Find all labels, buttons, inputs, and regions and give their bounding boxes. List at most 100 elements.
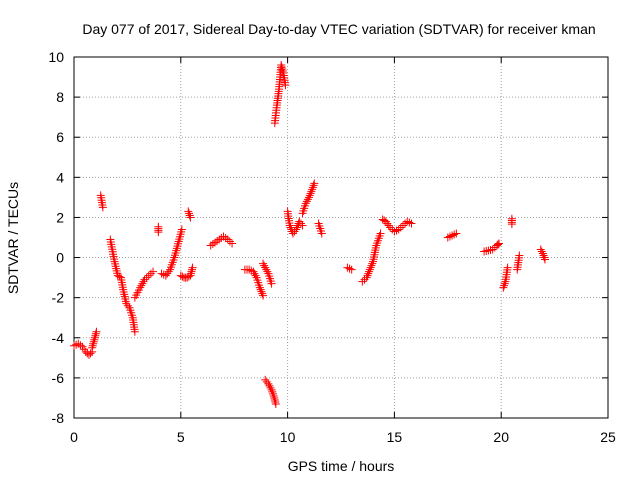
data-point-marker (486, 246, 495, 255)
data-point-marker (309, 181, 318, 190)
x-tick-label: 10 (280, 429, 296, 445)
data-point-marker (365, 267, 374, 276)
data-point-marker (86, 349, 95, 358)
data-point-marker (381, 217, 390, 226)
data-point-marker (187, 267, 196, 276)
data-point-marker (394, 225, 403, 234)
data-point-marker (500, 279, 509, 288)
data-point-marker (540, 253, 549, 262)
data-point-marker (72, 340, 81, 349)
y-tick-label: 10 (48, 49, 64, 65)
data-point-marker (154, 222, 163, 231)
data-point-marker (366, 263, 375, 272)
data-point-marker (210, 238, 219, 247)
data-point-marker (443, 233, 452, 242)
data-point-marker (407, 219, 416, 228)
data-point-marker (317, 229, 326, 238)
data-point-marker (396, 223, 405, 232)
data-point-marker (260, 261, 269, 270)
data-point-marker (113, 271, 122, 280)
data-point-marker (184, 209, 193, 218)
data-point-marker (159, 270, 168, 279)
data-point-marker (171, 248, 180, 257)
data-point-marker (259, 259, 268, 268)
data-point-marker (261, 375, 270, 384)
data-point-marker (255, 283, 264, 292)
data-point-marker (365, 265, 374, 274)
data-point-marker (310, 179, 319, 188)
y-tick-label: -6 (52, 370, 65, 386)
data-point-marker (392, 226, 401, 235)
data-point-marker (259, 291, 268, 300)
y-tick-label: -2 (52, 290, 65, 306)
data-point-marker (225, 237, 234, 246)
data-point-marker (186, 269, 195, 278)
data-point-marker (384, 221, 393, 230)
data-point-marker (270, 393, 279, 402)
chart-title: Day 077 of 2017, Sidereal Day-to-day VTE… (82, 21, 595, 37)
data-point-marker (186, 271, 195, 280)
data-point-marker (296, 219, 305, 228)
x-tick-label: 20 (493, 429, 509, 445)
plot-frame (73, 56, 609, 419)
data-point-marker (144, 271, 153, 280)
data-point-marker (89, 339, 98, 348)
data-point-marker (74, 339, 83, 348)
data-point-marker (492, 241, 501, 250)
data-point-marker (172, 246, 181, 255)
data-point-marker (146, 269, 155, 278)
data-point-marker (177, 225, 186, 234)
data-point-marker (308, 183, 317, 192)
data-point-marker (137, 281, 146, 290)
data-point-marker (304, 193, 313, 202)
data-point-marker (536, 245, 545, 254)
x-tick-label: 5 (177, 429, 185, 445)
data-point-marker (445, 232, 454, 241)
data-point-marker (171, 251, 180, 260)
data-point-marker (268, 387, 277, 396)
data-point-marker (188, 265, 197, 274)
data-point-marker (90, 333, 99, 342)
y-tick-label: 4 (56, 169, 64, 185)
data-point-marker (88, 343, 97, 352)
data-point-marker (390, 227, 399, 236)
data-point-marker (285, 221, 294, 230)
data-point-marker (495, 239, 504, 248)
data-point-marker (277, 61, 286, 70)
data-point-marker (261, 263, 270, 272)
data-point-marker (257, 287, 266, 296)
data-point-marker (368, 259, 377, 268)
data-point-marker (302, 197, 311, 206)
data-point-marker (295, 217, 304, 226)
data-point-marker (364, 269, 373, 278)
data-point-marker (130, 327, 139, 336)
data-point-marker (383, 219, 392, 228)
data-point-marker (278, 65, 287, 74)
data-point-marker (70, 341, 78, 350)
data-point-marker (149, 267, 158, 276)
data-point-marker (269, 391, 278, 400)
data-point-marker (142, 273, 151, 282)
y-tick-label: -8 (52, 410, 65, 426)
data-point-marker (363, 271, 372, 280)
data-point-marker (213, 237, 222, 246)
data-point-marker (450, 230, 459, 239)
data-point-marker (271, 399, 280, 408)
data-point-marker (228, 239, 237, 248)
data-point-marker (184, 207, 193, 216)
data-point-marker (91, 331, 100, 340)
data-point-marker (138, 279, 147, 288)
y-tick-label: 2 (56, 209, 64, 225)
data-point-marker (405, 218, 414, 227)
data-point-marker (378, 215, 387, 224)
data-point-marker (499, 283, 508, 292)
data-point-marker (186, 213, 195, 222)
data-point-marker (249, 267, 258, 276)
data-point-marker (223, 235, 232, 244)
data-point-marker (398, 221, 407, 230)
data-point-marker (376, 229, 385, 238)
y-tick-label: 0 (56, 250, 64, 266)
data-point-marker (76, 341, 85, 350)
data-point-marker (251, 271, 260, 280)
data-point-marker (303, 195, 312, 204)
